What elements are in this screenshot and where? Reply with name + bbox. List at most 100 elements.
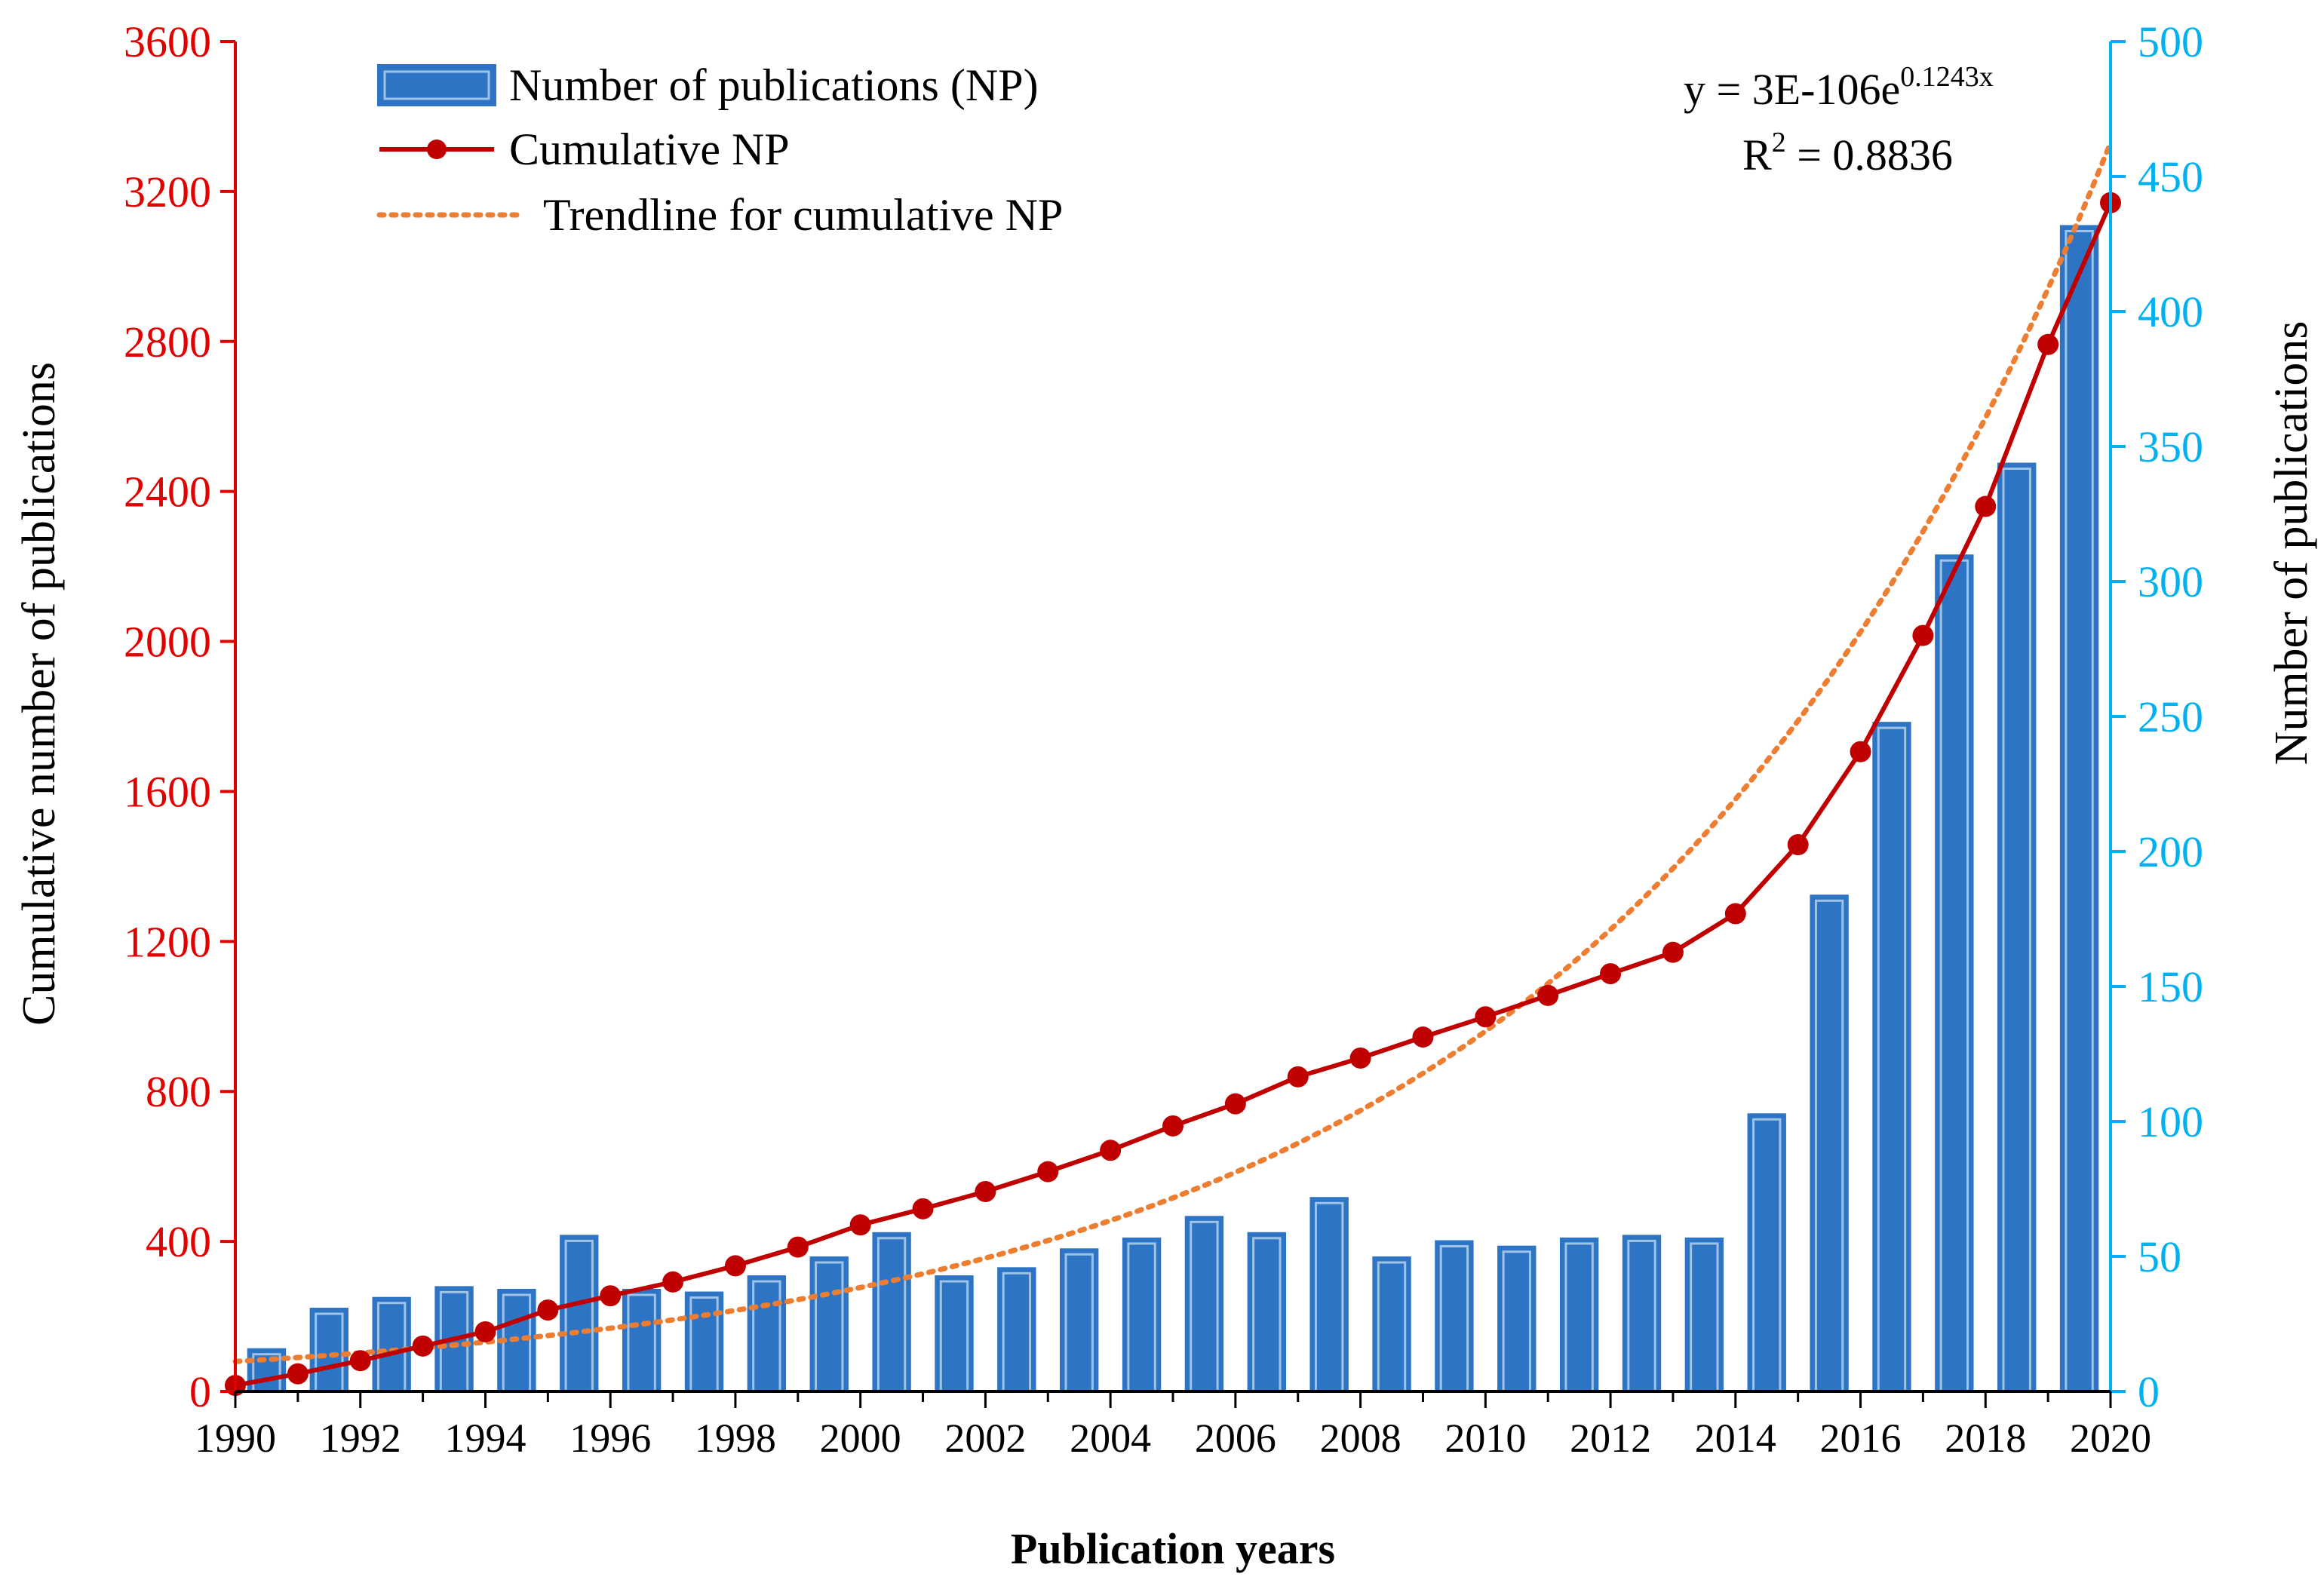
bar-1995 xyxy=(560,1235,599,1393)
left-tick-label: 800 xyxy=(146,1067,211,1116)
bar-2007 xyxy=(1309,1197,1349,1393)
cumulative-point-2010 xyxy=(1475,1006,1497,1028)
bar-inner xyxy=(1439,1245,1469,1393)
bar-inner xyxy=(502,1293,532,1393)
cumulative-point-2007 xyxy=(1287,1066,1309,1087)
cumulative-point-2009 xyxy=(1412,1026,1434,1048)
bar-1997 xyxy=(684,1291,724,1393)
left-tick-label: 2000 xyxy=(124,618,211,667)
bar-inner xyxy=(1877,726,1907,1393)
equation-exponent: 0.1243x xyxy=(1900,61,1994,93)
bar-inner xyxy=(1127,1242,1156,1393)
bar-2016 xyxy=(1872,722,1911,1393)
trendline-equation: y = 3E-106e0.1243x xyxy=(1684,61,1994,114)
r2-prefix: R xyxy=(1742,130,1772,179)
bar-2009 xyxy=(1435,1240,1474,1393)
cumulative-point-2001 xyxy=(912,1198,934,1219)
right-tick-label: 500 xyxy=(2138,17,2203,66)
bar-inner xyxy=(1002,1272,1032,1393)
bar-inner xyxy=(564,1239,594,1393)
cumulative-point-2012 xyxy=(1600,963,1622,985)
bar-inner xyxy=(689,1296,719,1393)
bar-2014 xyxy=(1747,1113,1786,1393)
left-tick-label: 3200 xyxy=(124,167,211,216)
bar-inner xyxy=(815,1261,844,1393)
legend-line-marker xyxy=(427,140,447,159)
r2-value: = 0.8836 xyxy=(1786,130,1953,179)
bar-inner xyxy=(376,1302,407,1393)
bar-2019 xyxy=(2059,225,2099,1393)
x-tick-label: 2020 xyxy=(2070,1416,2151,1461)
cumulative-point-1996 xyxy=(600,1285,622,1307)
cumulative-point-2011 xyxy=(1537,984,1559,1006)
x-tick-label: 1998 xyxy=(695,1416,776,1461)
axes-layer: 0400800120016002000240028003200360005010… xyxy=(124,17,2203,1461)
equation-prefix: y = 3E-106e xyxy=(1684,65,1900,114)
bar-1996 xyxy=(622,1288,662,1393)
right-axis-title: Number of publications xyxy=(2266,321,2317,765)
left-tick-label: 2800 xyxy=(124,318,211,367)
legend-bar-swatch-inner xyxy=(383,70,490,100)
bar-2001 xyxy=(935,1275,974,1393)
bar-2017 xyxy=(1935,554,1974,1393)
x-tick-label: 1994 xyxy=(444,1416,526,1461)
cumulative-point-2018 xyxy=(1975,495,1997,517)
left-tick-label: 2400 xyxy=(124,468,211,517)
left-tick-label: 0 xyxy=(189,1367,211,1416)
bar-inner xyxy=(1377,1261,1407,1393)
cumulative-point-2000 xyxy=(849,1214,871,1236)
x-tick-label: 1996 xyxy=(569,1416,651,1461)
bar-2012 xyxy=(1622,1235,1662,1393)
bar-2015 xyxy=(1810,894,1849,1393)
bar-2018 xyxy=(1997,462,2037,1393)
left-tick-label: 1600 xyxy=(124,767,211,816)
bar-inner xyxy=(876,1237,907,1393)
bar-2013 xyxy=(1684,1237,1724,1393)
cumulative-point-2006 xyxy=(1224,1093,1246,1115)
x-tick-label: 1992 xyxy=(320,1416,401,1461)
bar-inner xyxy=(315,1312,344,1393)
cumulative-point-1994 xyxy=(474,1321,496,1342)
x-tick-label: 2006 xyxy=(1195,1416,1276,1461)
cumulative-point-1991 xyxy=(287,1363,309,1385)
cumulative-point-1999 xyxy=(787,1236,809,1258)
cumulative-point-2019 xyxy=(2037,333,2059,355)
bars-layer xyxy=(247,225,2099,1393)
bar-2005 xyxy=(1184,1216,1224,1393)
right-tick-label: 250 xyxy=(2138,692,2203,741)
cumulative-point-2017 xyxy=(1912,624,1934,646)
bar-inner xyxy=(1690,1242,1719,1393)
right-tick-label: 50 xyxy=(2138,1232,2181,1281)
cumulative-point-2002 xyxy=(975,1180,996,1202)
x-tick-label: 2008 xyxy=(1320,1416,1401,1461)
bar-inner xyxy=(1064,1253,1094,1393)
right-tick-label: 0 xyxy=(2138,1367,2160,1416)
right-tick-label: 100 xyxy=(2138,1097,2203,1146)
bar-inner xyxy=(2065,229,2094,1393)
right-tick-label: 400 xyxy=(2138,287,2203,336)
x-tick-label: 2010 xyxy=(1444,1416,1526,1461)
bar-inner xyxy=(939,1280,969,1393)
bar-inner xyxy=(627,1293,656,1393)
left-tick-label: 3600 xyxy=(124,17,211,66)
right-tick-label: 150 xyxy=(2138,962,2203,1011)
r-squared: R2 = 0.8836 xyxy=(1742,127,1953,179)
bar-inner xyxy=(752,1280,781,1393)
cumulative-point-2014 xyxy=(1724,903,1746,925)
cumulative-line-layer xyxy=(225,192,2121,1397)
cumulative-point-1992 xyxy=(349,1350,371,1372)
trendline-layer xyxy=(232,140,2114,1364)
right-tick-label: 200 xyxy=(2138,827,2203,876)
bar-2004 xyxy=(1122,1237,1162,1393)
bar-2010 xyxy=(1497,1245,1537,1393)
bar-1992 xyxy=(372,1296,411,1393)
right-tick-label: 450 xyxy=(2138,152,2203,201)
legend: Number of publications (NP) Cumulative N… xyxy=(376,60,1063,240)
cumulative-point-1998 xyxy=(724,1255,746,1277)
legend-line-label: Cumulative NP xyxy=(509,124,790,174)
legend-trend-label: Trendline for cumulative NP xyxy=(543,190,1063,240)
x-tick-label: 2012 xyxy=(1570,1416,1651,1461)
x-tick-label: 2016 xyxy=(1820,1416,1902,1461)
legend-bar-label: Number of publications (NP) xyxy=(509,60,1039,110)
